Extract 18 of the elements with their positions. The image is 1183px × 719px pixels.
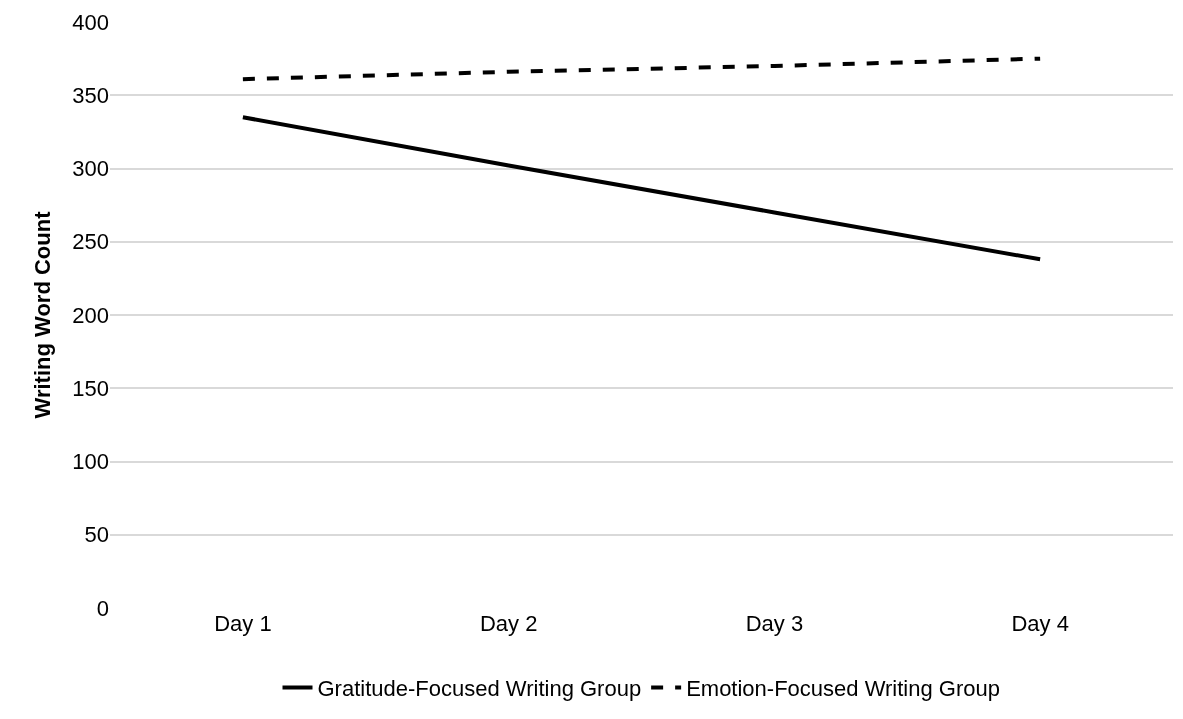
x-tick-label: Day 3 xyxy=(745,611,804,636)
y-tick-label: 250 xyxy=(72,229,109,255)
y-tick-label: 150 xyxy=(72,375,109,401)
x-tick-label: Day 2 xyxy=(479,611,538,636)
y-tick-label: 200 xyxy=(72,302,109,328)
y-tick-label: 50 xyxy=(84,522,109,548)
x-tick-label: Day 4 xyxy=(1011,611,1069,636)
y-tick-label: 400 xyxy=(72,9,109,35)
y-axis-title: Writing Word Count xyxy=(30,210,56,419)
line-series xyxy=(240,56,1043,82)
y-tick-label: 300 xyxy=(72,156,109,182)
legend-label: Gratitude-Focused Writing Group xyxy=(317,675,642,701)
y-tick-label: 0 xyxy=(96,595,109,621)
legend-label: Emotion-Focused Writing Group xyxy=(686,675,1000,701)
x-tick-label: Day 1 xyxy=(214,611,272,636)
line-series xyxy=(240,115,1043,262)
y-tick-label: 350 xyxy=(72,82,109,108)
y-tick-label: 100 xyxy=(72,449,109,475)
